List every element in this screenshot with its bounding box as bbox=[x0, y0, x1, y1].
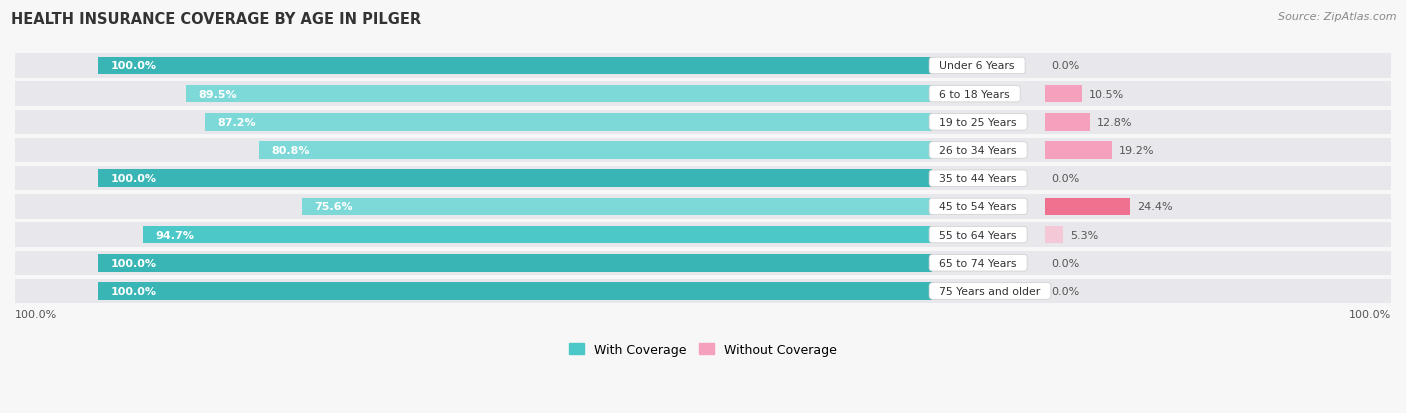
Bar bbox=[15, 223, 1391, 247]
Text: Under 6 Years: Under 6 Years bbox=[932, 61, 1022, 71]
Text: 10.5%: 10.5% bbox=[1088, 90, 1123, 100]
Text: 0.0%: 0.0% bbox=[1052, 258, 1080, 268]
Legend: With Coverage, Without Coverage: With Coverage, Without Coverage bbox=[564, 338, 842, 361]
Text: 19.2%: 19.2% bbox=[1119, 146, 1154, 156]
Text: 100.0%: 100.0% bbox=[15, 309, 58, 320]
Text: 89.5%: 89.5% bbox=[198, 90, 238, 100]
Text: 100.0%: 100.0% bbox=[111, 174, 157, 184]
Text: 100.0%: 100.0% bbox=[1348, 309, 1391, 320]
Bar bbox=[98, 282, 932, 300]
Text: 87.2%: 87.2% bbox=[218, 118, 256, 128]
Text: 45 to 54 Years: 45 to 54 Years bbox=[932, 202, 1024, 212]
Text: 24.4%: 24.4% bbox=[1137, 202, 1173, 212]
Text: 55 to 64 Years: 55 to 64 Years bbox=[932, 230, 1024, 240]
Text: 0.0%: 0.0% bbox=[1052, 61, 1080, 71]
Bar bbox=[98, 254, 932, 272]
Text: 65 to 74 Years: 65 to 74 Years bbox=[932, 258, 1024, 268]
Bar bbox=[1045, 198, 1130, 216]
Bar bbox=[15, 82, 1391, 107]
Text: 100.0%: 100.0% bbox=[111, 286, 157, 296]
Text: 6 to 18 Years: 6 to 18 Years bbox=[932, 90, 1017, 100]
Text: 0.0%: 0.0% bbox=[1052, 286, 1080, 296]
Bar bbox=[15, 110, 1391, 135]
Bar bbox=[259, 142, 932, 159]
Bar bbox=[98, 170, 932, 188]
Bar bbox=[302, 198, 932, 216]
Text: 94.7%: 94.7% bbox=[155, 230, 194, 240]
Bar bbox=[142, 226, 932, 244]
Bar bbox=[15, 166, 1391, 191]
Bar bbox=[1045, 114, 1090, 131]
Text: 75 Years and older: 75 Years and older bbox=[932, 286, 1047, 296]
Bar bbox=[1045, 226, 1063, 244]
Text: 26 to 34 Years: 26 to 34 Years bbox=[932, 146, 1024, 156]
Bar bbox=[15, 279, 1391, 304]
Bar bbox=[15, 138, 1391, 163]
Text: HEALTH INSURANCE COVERAGE BY AGE IN PILGER: HEALTH INSURANCE COVERAGE BY AGE IN PILG… bbox=[11, 12, 422, 27]
Bar bbox=[1045, 85, 1081, 103]
Bar bbox=[186, 85, 932, 103]
Text: 100.0%: 100.0% bbox=[111, 61, 157, 71]
Bar bbox=[1045, 142, 1112, 159]
Text: 80.8%: 80.8% bbox=[271, 146, 309, 156]
Text: 75.6%: 75.6% bbox=[315, 202, 353, 212]
Bar bbox=[205, 114, 932, 131]
Bar bbox=[15, 54, 1391, 78]
Text: 12.8%: 12.8% bbox=[1097, 118, 1132, 128]
Text: 5.3%: 5.3% bbox=[1070, 230, 1098, 240]
Text: 35 to 44 Years: 35 to 44 Years bbox=[932, 174, 1024, 184]
Text: Source: ZipAtlas.com: Source: ZipAtlas.com bbox=[1278, 12, 1396, 22]
Text: 0.0%: 0.0% bbox=[1052, 174, 1080, 184]
Bar bbox=[15, 251, 1391, 275]
Bar bbox=[98, 57, 932, 75]
Text: 19 to 25 Years: 19 to 25 Years bbox=[932, 118, 1024, 128]
Text: 100.0%: 100.0% bbox=[111, 258, 157, 268]
Bar bbox=[15, 195, 1391, 219]
